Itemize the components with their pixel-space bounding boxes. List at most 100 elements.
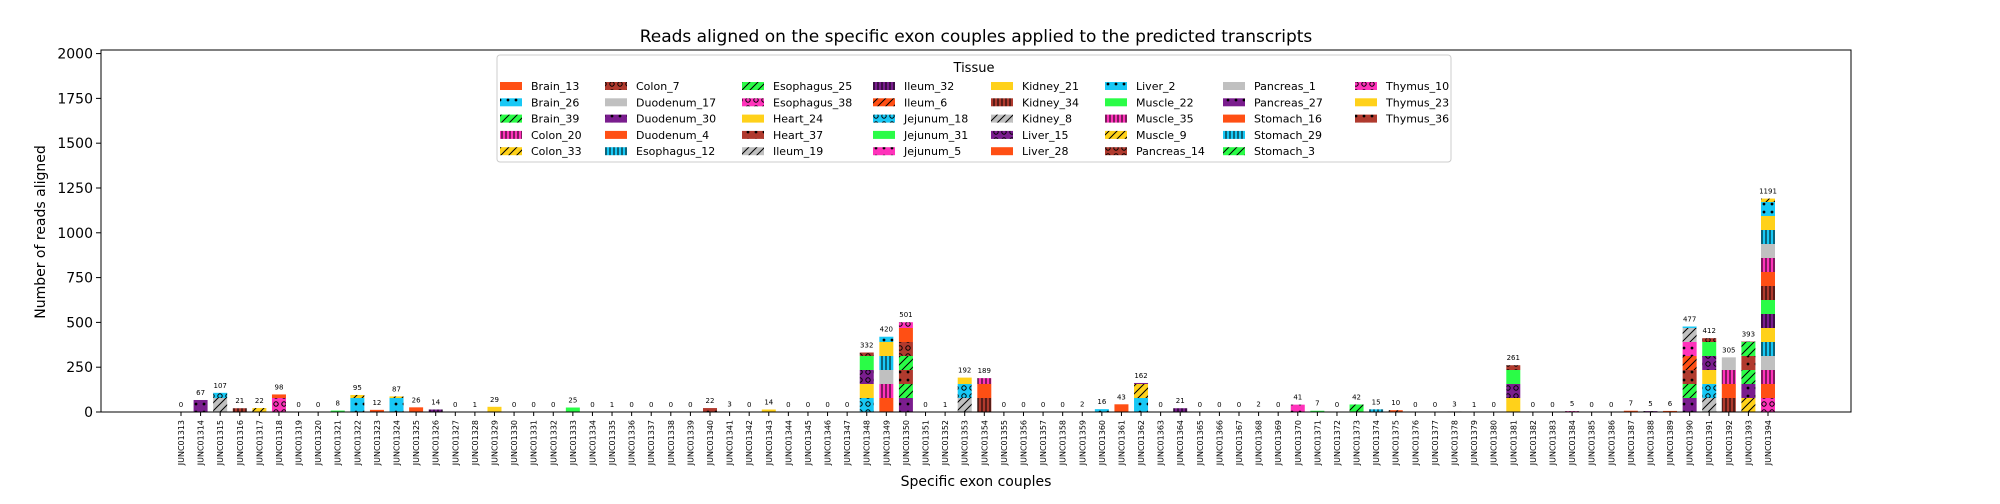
y-tick-label: 750 bbox=[66, 271, 93, 287]
legend-label: Muscle_35 bbox=[1136, 113, 1194, 126]
bar-value-label: 189 bbox=[978, 367, 991, 375]
legend-swatch bbox=[873, 147, 895, 155]
legend-swatch bbox=[500, 98, 522, 106]
bar-segment bbox=[1761, 272, 1775, 286]
y-tick-label: 2000 bbox=[57, 47, 93, 63]
legend-swatch bbox=[1355, 115, 1377, 123]
legend-label: Brain_26 bbox=[531, 96, 579, 109]
legend-swatch bbox=[1105, 82, 1127, 90]
bar-segment bbox=[1114, 404, 1128, 412]
legend-label: Esophagus_12 bbox=[636, 145, 715, 158]
legend-swatch bbox=[873, 82, 895, 90]
bar-value-label: 3 bbox=[727, 400, 731, 408]
bar-segment bbox=[1702, 398, 1716, 412]
x-tick-label: JUNC01368 bbox=[1255, 420, 1264, 466]
bar-segment bbox=[1683, 384, 1697, 398]
bar-value-label: 0 bbox=[1491, 401, 1495, 409]
bar-segment bbox=[1722, 398, 1736, 412]
bar-JUNC01390 bbox=[1683, 327, 1697, 412]
bar-value-label: 0 bbox=[1198, 401, 1202, 409]
bar-value-label: 15 bbox=[1372, 398, 1381, 406]
bar-segment bbox=[1506, 370, 1520, 384]
bar-segment bbox=[1506, 398, 1520, 412]
legend-label: Thymus_36 bbox=[1385, 113, 1449, 126]
bar-value-label: 305 bbox=[1722, 346, 1735, 354]
bar-segment bbox=[213, 398, 227, 412]
bar-segment bbox=[1683, 327, 1697, 328]
legend-swatch bbox=[873, 131, 895, 139]
bar-segment bbox=[899, 328, 913, 342]
legend-swatch bbox=[1105, 98, 1127, 106]
bar-segment bbox=[958, 378, 972, 384]
x-tick-label: JUNC01325 bbox=[412, 420, 421, 466]
bar-value-label: 14 bbox=[764, 398, 773, 406]
bar-value-label: 0 bbox=[1060, 401, 1064, 409]
bar-segment bbox=[252, 408, 266, 412]
bar-segment bbox=[879, 342, 893, 356]
bar-segment bbox=[703, 408, 717, 412]
bar-segment bbox=[860, 384, 874, 398]
bar-JUNC01314 bbox=[194, 400, 208, 412]
bar-value-label: 98 bbox=[275, 383, 284, 391]
bar-value-label: 0 bbox=[1335, 401, 1339, 409]
bar-JUNC01394 bbox=[1761, 199, 1775, 412]
bar-segment bbox=[409, 407, 423, 412]
bar-value-label: 41 bbox=[1293, 394, 1302, 402]
bar-segment bbox=[1741, 356, 1755, 370]
legend-swatch bbox=[1105, 115, 1127, 123]
x-tick-label: JUNC01363 bbox=[1157, 420, 1166, 466]
bar-segment bbox=[1761, 342, 1775, 356]
x-tick-label: JUNC01323 bbox=[373, 420, 382, 466]
bar-value-label: 43 bbox=[1117, 393, 1126, 401]
legend-label: Ileum_6 bbox=[904, 96, 947, 109]
x-tick-label: JUNC01321 bbox=[334, 420, 343, 466]
bar-value-label: 21 bbox=[235, 397, 244, 405]
legend-label: Pancreas_14 bbox=[1136, 145, 1205, 158]
bar-value-label: 1 bbox=[610, 401, 614, 409]
bar-JUNC01393 bbox=[1741, 342, 1755, 412]
x-tick-label: JUNC01382 bbox=[1529, 420, 1538, 466]
bar-value-label: 0 bbox=[747, 401, 751, 409]
legend-swatch bbox=[742, 147, 764, 155]
bar-segment bbox=[1506, 384, 1520, 398]
y-axis-label: Number of reads aligned bbox=[33, 145, 49, 319]
legend-swatch bbox=[500, 147, 522, 155]
bar-segment bbox=[390, 398, 404, 412]
bar-value-label: 1 bbox=[473, 401, 477, 409]
bar-value-label: 0 bbox=[845, 401, 849, 409]
bar-segment bbox=[1761, 199, 1775, 202]
bar-JUNC01381 bbox=[1506, 365, 1520, 412]
bar-JUNC01317 bbox=[252, 408, 266, 412]
x-tick-label: JUNC01326 bbox=[432, 420, 441, 466]
x-tick-label: JUNC01366 bbox=[1215, 420, 1224, 466]
bar-value-label: 0 bbox=[1041, 401, 1045, 409]
bar-value-label: 29 bbox=[490, 396, 499, 404]
bar-value-label: 0 bbox=[512, 401, 516, 409]
bar-segment bbox=[1683, 356, 1697, 370]
bar-value-label: 0 bbox=[1531, 401, 1535, 409]
bar-segment bbox=[1702, 338, 1716, 342]
bar-JUNC01349 bbox=[879, 337, 893, 412]
bar-value-label: 5 bbox=[1570, 400, 1574, 408]
legend-swatch bbox=[1223, 98, 1245, 106]
bar-segment bbox=[879, 384, 893, 398]
bar-value-label: 0 bbox=[179, 401, 183, 409]
legend-label: Liver_2 bbox=[1136, 80, 1175, 93]
x-tick-label: JUNC01353 bbox=[961, 420, 970, 466]
bar-segment bbox=[1134, 384, 1148, 398]
bar-value-label: 12 bbox=[372, 399, 381, 407]
bar-value-label: 1 bbox=[1472, 401, 1476, 409]
bar-value-label: 107 bbox=[213, 382, 226, 390]
bar-segment bbox=[1741, 398, 1755, 412]
legend-label: Jejunum_31 bbox=[903, 129, 968, 142]
legend-swatch bbox=[500, 131, 522, 139]
bar-value-label: 0 bbox=[453, 401, 457, 409]
bar-segment bbox=[350, 398, 364, 412]
x-tick-label: JUNC01313 bbox=[177, 420, 186, 466]
bar-JUNC01333 bbox=[566, 408, 580, 412]
bar-JUNC01362 bbox=[1134, 383, 1148, 412]
bar-JUNC01322 bbox=[350, 395, 364, 412]
x-tick-label: JUNC01373 bbox=[1353, 420, 1362, 466]
bar-segment bbox=[860, 370, 874, 384]
legend-swatch bbox=[605, 115, 627, 123]
